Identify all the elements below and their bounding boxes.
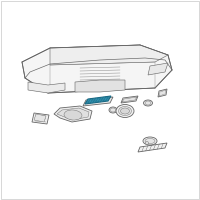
Polygon shape	[57, 108, 89, 120]
Polygon shape	[158, 89, 167, 97]
Polygon shape	[50, 45, 168, 65]
Ellipse shape	[143, 137, 157, 145]
Ellipse shape	[64, 110, 82, 120]
Polygon shape	[148, 63, 168, 75]
Polygon shape	[54, 106, 92, 122]
Ellipse shape	[120, 108, 130, 114]
Polygon shape	[122, 97, 137, 102]
Polygon shape	[75, 80, 125, 92]
Ellipse shape	[109, 107, 117, 113]
Ellipse shape	[145, 101, 151, 105]
Polygon shape	[85, 96, 111, 104]
Polygon shape	[22, 45, 172, 93]
Polygon shape	[32, 113, 49, 124]
Polygon shape	[83, 97, 113, 106]
Ellipse shape	[144, 100, 153, 106]
Polygon shape	[28, 82, 65, 93]
Polygon shape	[159, 90, 166, 96]
Ellipse shape	[118, 106, 132, 116]
Polygon shape	[34, 114, 46, 122]
Ellipse shape	[116, 104, 134, 117]
Ellipse shape	[110, 108, 116, 112]
Ellipse shape	[145, 138, 155, 144]
Polygon shape	[121, 96, 138, 103]
Ellipse shape	[146, 142, 148, 144]
Polygon shape	[138, 143, 167, 152]
